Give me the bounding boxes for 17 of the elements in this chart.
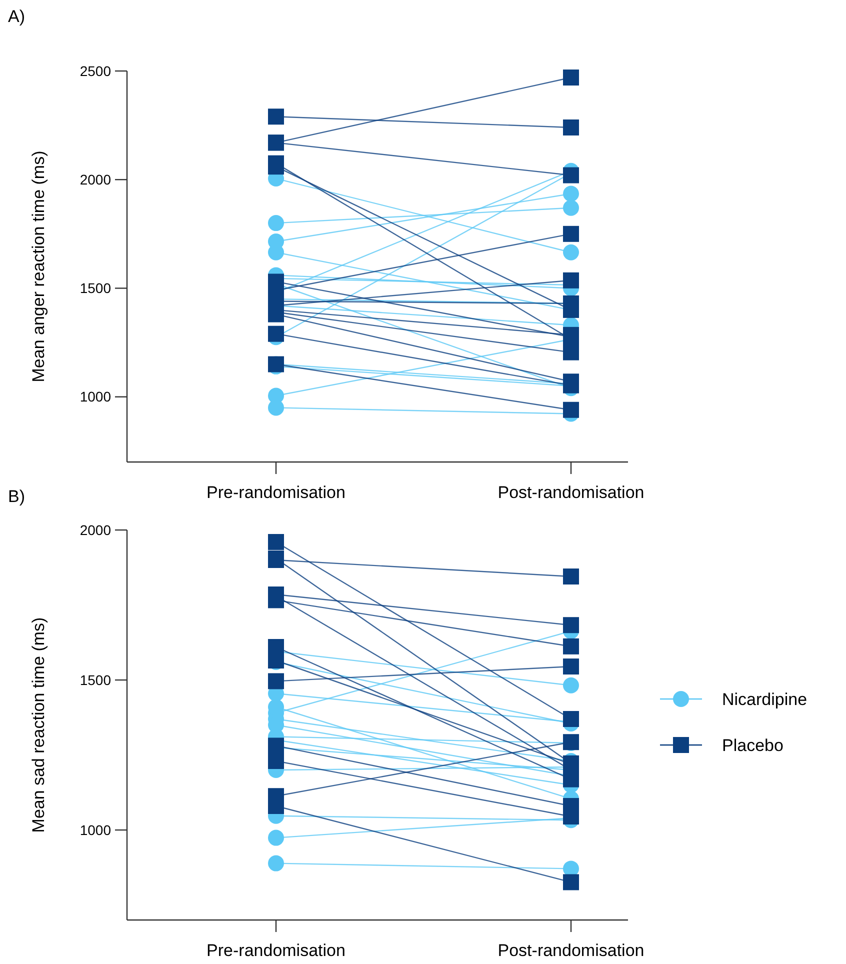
chart-title: A) [8, 7, 25, 26]
y-tick-label: 1500 [80, 672, 112, 688]
y-tick-label: 1000 [80, 822, 112, 838]
y-tick-label: 2000 [80, 172, 112, 188]
legend-label: Nicardipine [722, 690, 808, 709]
y-axis-title: Mean sad reaction time (ms) [29, 617, 48, 833]
x-tick-label: Post-randomisation [498, 941, 644, 960]
x-tick-label: Pre-randomisation [206, 941, 346, 960]
y-tick-label: 2000 [80, 522, 112, 538]
y-tick-label: 2500 [80, 62, 112, 79]
y-tick-label: 1000 [80, 388, 112, 405]
x-tick-label: Post-randomisation [498, 483, 644, 502]
legend-label: Placebo [722, 736, 784, 755]
chart-title: B) [8, 487, 25, 506]
y-axis-title: Mean anger reaction time (ms) [29, 150, 48, 382]
x-tick-label: Pre-randomisation [206, 483, 346, 502]
y-tick-label: 1500 [80, 280, 112, 296]
